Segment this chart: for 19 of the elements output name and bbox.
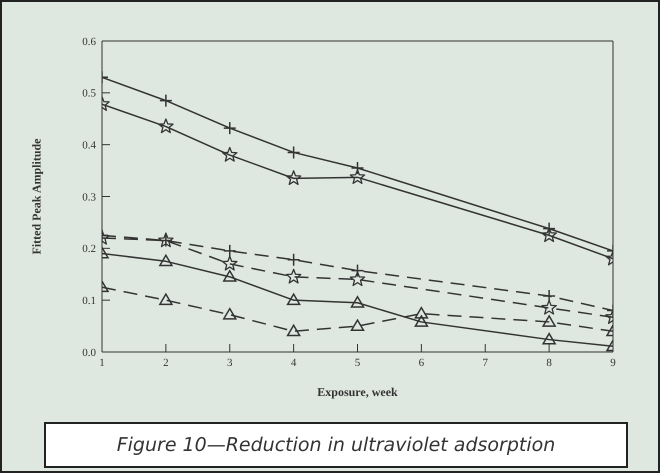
x-tick-label: 9 [610,356,616,369]
x-tick-label: 8 [546,356,552,369]
x-axis-title: Exposure, week [317,385,398,399]
y-tick-label: 0.3 [82,191,96,204]
x-tick-label: 5 [354,356,361,369]
x-tick-label: 2 [163,356,169,369]
x-tick-label: 3 [227,356,233,369]
x-tick-label: 4 [290,356,297,369]
x-tick-label: 1 [99,356,105,369]
y-tick-label: 0.1 [82,295,96,308]
y-tick-label: 0.4 [82,140,96,152]
caption: Figure 10—Reduction in ultraviolet adsorption [116,434,556,456]
y-tick-label: 0.0 [82,346,96,359]
y-tick-label: 0.5 [82,88,96,100]
x-tick-label: 6 [418,356,425,369]
x-tick-label: 7 [482,356,488,369]
y-axis-title: Fitted Peak Amplitude [29,138,44,254]
y-tick-label: 0.2 [82,243,96,256]
y-tick-label: 0.6 [82,36,96,48]
